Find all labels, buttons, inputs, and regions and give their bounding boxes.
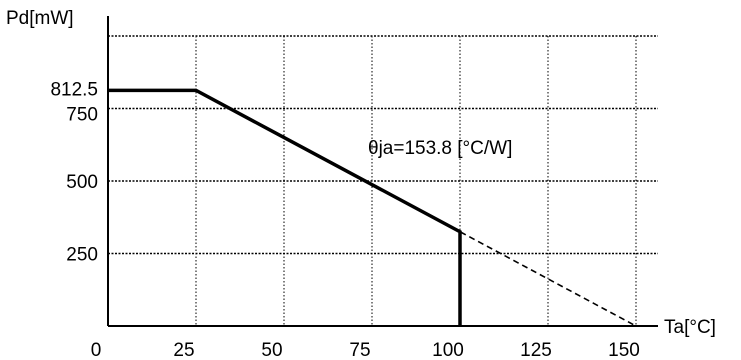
x-tick-label-75: 75 (349, 340, 370, 360)
x-axis-title: Ta[°C] (664, 317, 716, 338)
thermal-resistance-annotation: θja=153.8 [°C/W] (368, 138, 512, 159)
x-tick-label-25: 25 (173, 340, 194, 360)
y-tick-label-500: 500 (66, 172, 98, 193)
series-solid-line (108, 88, 462, 326)
x-tick-label-100: 100 (432, 340, 464, 360)
x-tick-label-150: 150 (608, 340, 640, 360)
y-tick-label-250: 250 (66, 245, 98, 266)
y-tick-label-750: 750 (66, 105, 98, 126)
y-tick-label-812-5: 812.5 (50, 79, 98, 100)
axes-layer (107, 16, 658, 327)
grid-layer (108, 35, 658, 326)
x-tick-label-0: 0 (91, 340, 102, 360)
series-layer (108, 88, 637, 327)
y-axis-title: Pd[mW] (6, 8, 74, 29)
label-layer: Pd[mW] Ta[°C] θja=153.8 [°C/W] 0 25 50 75 10… (6, 8, 716, 360)
x-tick-label-125: 125 (520, 340, 552, 360)
x-tick-label-50: 50 (261, 340, 282, 360)
